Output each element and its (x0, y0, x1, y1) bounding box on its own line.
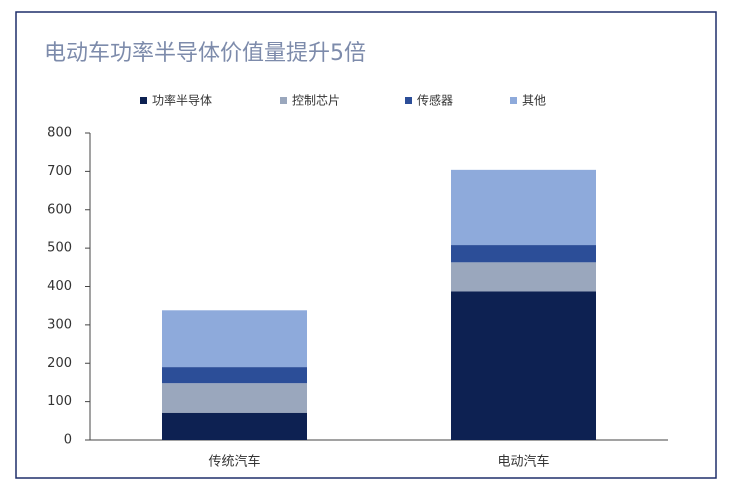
y-tick-label: 200 (47, 356, 72, 371)
bar-segment (451, 169, 596, 246)
y-tick-label: 800 (47, 126, 72, 141)
y-tick-label: 300 (47, 317, 72, 332)
bar-segment (451, 262, 596, 292)
y-tick-label: 600 (47, 202, 72, 217)
legend-swatch (510, 97, 517, 104)
legend-label: 传感器 (417, 93, 453, 108)
legend-label: 控制芯片 (292, 94, 340, 108)
bar-segment (162, 412, 307, 440)
bar-segment (451, 245, 596, 263)
y-tick-label: 700 (47, 164, 72, 179)
legend-label: 功率半导体 (152, 93, 212, 108)
bar-segment (162, 383, 307, 413)
legend-swatch (140, 97, 147, 104)
legend-label: 其他 (522, 94, 546, 108)
bar-segment (162, 310, 307, 368)
y-tick-label: 400 (47, 279, 72, 294)
bar-segment (162, 367, 307, 384)
frame (15, 11, 717, 479)
x-tick-label: 电动汽车 (497, 454, 549, 470)
legend-swatch (405, 97, 412, 104)
y-tick-label: 100 (47, 394, 72, 409)
bar-segment (451, 291, 596, 440)
chart-title: 电动车功率半导体价值量提升5倍 (44, 41, 366, 66)
legend-swatch (280, 97, 287, 104)
y-tick-label: 0 (64, 433, 72, 448)
x-tick-label: 传统汽车 (208, 454, 260, 470)
y-tick-label: 500 (47, 241, 72, 256)
